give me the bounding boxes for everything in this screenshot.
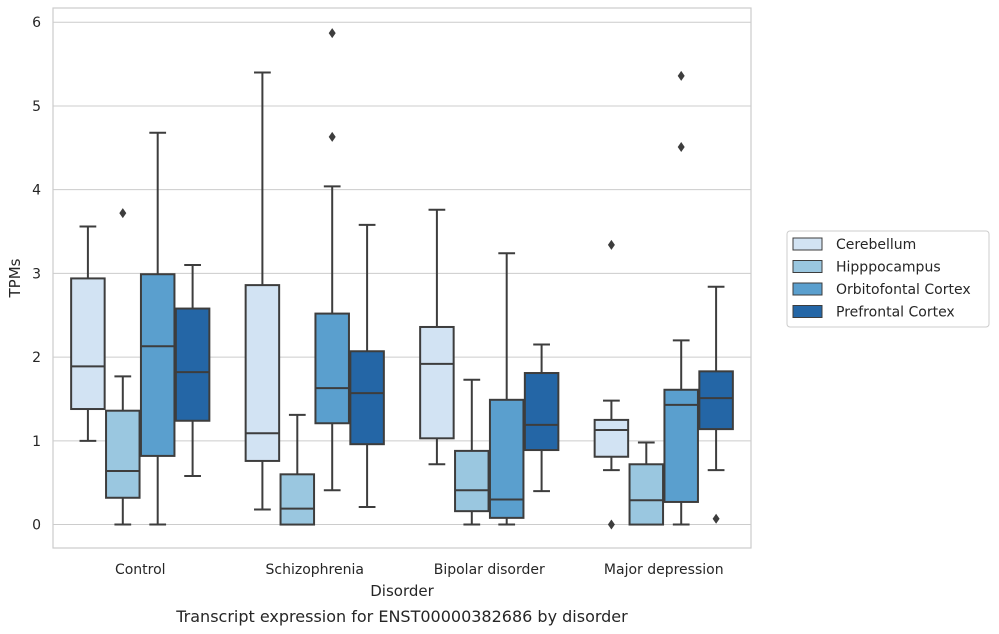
outlier-point: [712, 513, 720, 524]
box-3-0: [174, 264, 211, 477]
box-0-3: [593, 239, 630, 530]
box-body: [454, 449, 490, 513]
box-1-0: [105, 208, 141, 526]
legend-swatch: [792, 260, 823, 273]
legend-swatch: [792, 305, 823, 318]
box-body: [279, 473, 316, 526]
x-tick-label: Control: [115, 562, 166, 578]
legend-label: Hipppocampus: [836, 260, 941, 276]
outlier-point: [119, 208, 127, 219]
x-tick-label: Bipolar disorder: [434, 562, 545, 578]
x-tick-labels: Control Schizophrenia Bipolar disorder Majo…: [115, 562, 724, 578]
box-body: [349, 350, 385, 446]
box-body: [139, 273, 176, 457]
box-3-3: [698, 285, 734, 524]
x-axis-label: Disorder: [370, 582, 434, 600]
box-body: [105, 409, 141, 499]
y-tick-label: 5: [32, 99, 41, 115]
box-0-1: [244, 71, 281, 511]
x-tick-label: Major depression: [604, 562, 724, 578]
box-groups: [70, 28, 734, 530]
box-body: [419, 325, 455, 440]
y-tick-label: 0: [32, 518, 41, 534]
box-body: [663, 388, 699, 503]
box-body: [244, 284, 281, 462]
legend-swatch: [792, 282, 823, 296]
outlier-point: [677, 141, 685, 152]
box-3-2: [523, 343, 560, 493]
y-tick-labels: 0 1 2 3 4 5 6: [32, 15, 41, 533]
box-body: [593, 418, 630, 458]
box-body: [698, 370, 734, 431]
box-body: [174, 307, 211, 422]
legend: Cerebellum Hipppocampus Orbitofontal Corte…: [786, 230, 990, 328]
box-1-3: [628, 441, 665, 526]
box-2-3: [663, 70, 699, 526]
outlier-point: [677, 70, 685, 81]
box-2-1: [314, 28, 350, 492]
box-body: [628, 463, 665, 526]
legend-label: Orbitofontal Cortex: [836, 282, 971, 298]
box-2-2: [488, 252, 525, 526]
box-body: [488, 398, 525, 519]
box-body: [523, 372, 560, 452]
y-tick-label: 1: [32, 434, 41, 450]
box-body: [314, 312, 350, 425]
box-0-0: [70, 225, 106, 442]
y-axis-label: TPMs: [6, 258, 24, 298]
chart-caption: Transcript expression for ENST0000038268…: [175, 607, 628, 626]
legend-label: Prefrontal Cortex: [836, 305, 955, 321]
y-tick-label: 3: [32, 266, 41, 282]
legend-frame: [786, 230, 990, 328]
legend-label: Cerebellum: [836, 237, 916, 253]
x-tick-label: Schizophrenia: [266, 562, 364, 578]
outlier-point: [607, 519, 615, 530]
box-3-1: [349, 223, 385, 508]
y-tick-label: 6: [32, 15, 41, 31]
box-1-1: [279, 413, 316, 526]
outlier-point: [607, 239, 615, 250]
y-tick-label: 2: [32, 350, 41, 366]
box-0-2: [419, 208, 455, 466]
outlier-point: [328, 131, 336, 142]
y-tick-label: 4: [32, 183, 41, 199]
box-2-0: [139, 131, 176, 526]
box-1-2: [454, 378, 490, 526]
box-body: [70, 277, 106, 411]
legend-swatch: [792, 237, 823, 251]
plot-frame: [52, 7, 752, 549]
outlier-point: [328, 28, 336, 39]
